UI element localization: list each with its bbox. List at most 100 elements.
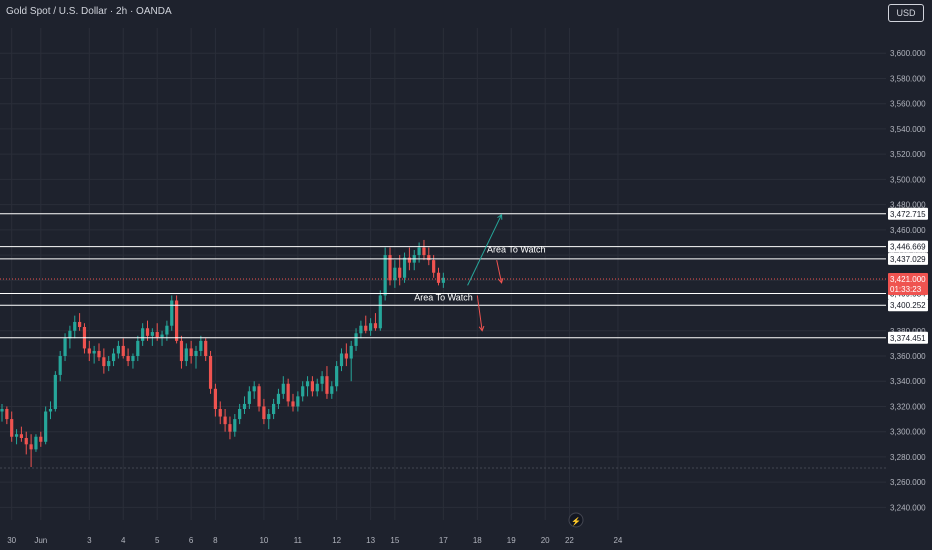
candle-body — [281, 383, 285, 394]
candle-body — [407, 257, 411, 263]
candle-body — [301, 386, 305, 397]
x-tick-label: 20 — [541, 536, 550, 545]
y-tick-label: 3,240.000 — [890, 503, 926, 512]
candle-body — [388, 255, 392, 281]
candle-body — [310, 381, 314, 392]
candle-body — [364, 325, 368, 331]
y-tick-label: 3,300.000 — [890, 428, 926, 437]
candle-body — [262, 406, 266, 420]
candle-body — [5, 408, 9, 420]
level-price-tag — [888, 207, 928, 220]
candle-body — [325, 376, 329, 394]
candle-body — [315, 383, 319, 392]
arrow-head — [478, 325, 485, 332]
candle-body — [344, 353, 348, 359]
x-tick-label: Jun — [34, 536, 47, 545]
y-tick-label: 3,340.000 — [890, 377, 926, 386]
y-tick-label: 3,500.000 — [890, 175, 926, 184]
y-tick-label: 3,580.000 — [890, 74, 926, 83]
x-tick-label: 15 — [390, 536, 399, 545]
candle-body — [24, 438, 28, 445]
x-tick-label: 5 — [155, 536, 160, 545]
candle-body — [194, 350, 198, 356]
candle-body — [34, 436, 38, 450]
arrow-line[interactable] — [496, 260, 503, 283]
candle-body — [238, 408, 242, 420]
candle-body — [10, 419, 14, 437]
x-tick-label: 19 — [507, 536, 516, 545]
candle-body — [257, 386, 261, 407]
level-price-label: 3,374.451 — [890, 334, 926, 343]
candle-body — [87, 348, 91, 354]
level-price-label: 3,400.252 — [890, 301, 926, 310]
y-tick-label: 3,560.000 — [890, 100, 926, 109]
candle-body — [296, 396, 300, 407]
candle-body — [228, 424, 232, 432]
candle-body — [427, 255, 431, 261]
candle-body — [58, 356, 62, 375]
level-price-tag — [888, 299, 928, 312]
level-price-tag — [888, 240, 928, 253]
x-tick-label: 10 — [259, 536, 268, 545]
y-tick-label: 3,480.000 — [890, 201, 926, 210]
candle-body — [383, 255, 387, 296]
x-tick-label: 6 — [189, 536, 194, 545]
candle-body — [160, 334, 164, 338]
level-price-label: 3,472.715 — [890, 210, 926, 219]
annotation-text: Area To Watch — [414, 292, 473, 302]
candle-body — [242, 403, 247, 409]
candle-body — [78, 321, 82, 327]
y-tick-label: 3,540.000 — [890, 125, 926, 134]
candle-body — [330, 386, 334, 394]
current-price-tag — [888, 273, 928, 296]
candle-body — [252, 386, 256, 392]
candle-body — [199, 340, 203, 351]
candle-body — [378, 295, 382, 329]
arrow-line[interactable] — [467, 214, 503, 286]
candle-body — [175, 300, 179, 341]
candle-body — [218, 408, 222, 417]
candle-body — [53, 374, 57, 409]
candle-body — [44, 411, 48, 442]
x-tick-label: 24 — [613, 536, 622, 545]
x-tick-label: 3 — [87, 536, 92, 545]
candle-body — [339, 353, 344, 367]
candle-body — [432, 260, 436, 273]
x-tick-label: 13 — [366, 536, 375, 545]
currency-button[interactable]: USD — [888, 4, 924, 22]
candle-body — [189, 348, 193, 356]
bar-countdown-label: 01:33:23 — [890, 285, 922, 294]
candle-body — [68, 330, 72, 339]
arrow-head — [497, 277, 504, 284]
level-price-tag — [888, 331, 928, 344]
y-tick-label: 3,320.000 — [890, 402, 926, 411]
candle-body — [267, 414, 271, 420]
candle-body — [247, 391, 251, 404]
candle-body — [286, 383, 290, 402]
arrow-line[interactable] — [476, 295, 483, 331]
level-price-tag — [888, 252, 928, 265]
candle-body — [102, 357, 106, 367]
lightning-icon[interactable] — [568, 512, 584, 528]
candle-body — [320, 376, 324, 384]
chart-title: Gold Spot / U.S. Dollar · 2h · OANDA — [6, 6, 172, 17]
x-tick-label: 8 — [213, 536, 218, 545]
candle-body — [97, 350, 101, 358]
candle-body — [208, 356, 213, 389]
candle-body — [373, 323, 378, 329]
candle-body — [422, 247, 426, 256]
candle-body — [48, 408, 53, 412]
candle-body — [145, 328, 150, 336]
candle-body — [107, 361, 111, 367]
candle-body — [165, 325, 169, 335]
x-tick-label: 11 — [294, 536, 303, 545]
x-tick-label: 18 — [473, 536, 482, 545]
candle-body — [349, 345, 353, 359]
candle-body — [63, 338, 67, 356]
candle-body — [0, 408, 4, 412]
candle-body — [179, 340, 184, 362]
candle-body — [354, 333, 358, 346]
candle-body — [417, 247, 421, 256]
